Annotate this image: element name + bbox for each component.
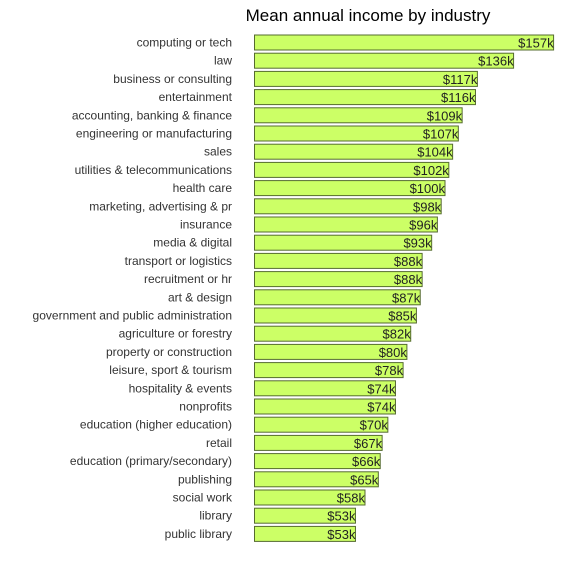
bar xyxy=(254,525,356,542)
chart-title: Mean annual income by industry xyxy=(245,6,491,25)
value-label: $88k xyxy=(394,254,423,269)
category-label: social work xyxy=(173,491,233,505)
value-label: $157k xyxy=(518,36,554,51)
value-label: $136k xyxy=(478,54,514,69)
value-label: $109k xyxy=(427,108,463,123)
bar xyxy=(254,70,478,87)
bar xyxy=(254,252,423,269)
value-label: $88k xyxy=(394,272,423,287)
bar xyxy=(254,471,379,488)
category-label: agriculture or forestry xyxy=(119,327,232,341)
value-label: $104k xyxy=(417,145,453,160)
category-label: business or consulting xyxy=(113,72,232,86)
category-label: sales xyxy=(204,145,232,159)
category-label: transport or logistics xyxy=(125,254,232,268)
bar xyxy=(254,325,412,342)
bar xyxy=(254,416,389,433)
bar xyxy=(254,271,423,288)
value-label: $98k xyxy=(413,199,442,214)
category-label: public library xyxy=(165,527,232,541)
value-label: $82k xyxy=(383,327,412,342)
category-label: nonprofits xyxy=(179,400,232,414)
value-label: $78k xyxy=(375,363,404,378)
value-label: $107k xyxy=(423,127,459,142)
bar xyxy=(254,216,438,233)
bar xyxy=(254,489,366,506)
value-label: $117k xyxy=(443,72,478,87)
value-label: $66k xyxy=(352,454,381,469)
bar xyxy=(254,198,442,215)
value-label: $53k xyxy=(327,527,356,542)
value-label: $87k xyxy=(392,290,421,305)
category-label: law xyxy=(214,54,232,68)
category-label: library xyxy=(199,509,232,523)
value-label: $70k xyxy=(360,418,389,433)
value-label: $74k xyxy=(367,381,396,396)
bar xyxy=(254,89,476,106)
bar xyxy=(254,34,555,51)
bar xyxy=(254,380,396,397)
category-label: property or construction xyxy=(106,345,232,359)
category-label: publishing xyxy=(178,472,232,486)
bars-layer: computing or tech $157k law $136k business o… xyxy=(33,34,555,542)
bar xyxy=(254,289,421,306)
value-label: $100k xyxy=(410,181,446,196)
bar xyxy=(254,507,356,524)
bar xyxy=(254,362,404,379)
value-label: $58k xyxy=(337,491,366,506)
value-label: $102k xyxy=(413,163,449,178)
category-label: accounting, banking & finance xyxy=(72,108,232,122)
category-label: government and public administration xyxy=(33,309,232,323)
category-label: recruitment or hr xyxy=(144,272,232,286)
category-label: health care xyxy=(173,181,233,195)
category-label: utilities & telecommunications xyxy=(75,163,232,177)
category-label: media & digital xyxy=(153,236,232,250)
value-label: $93k xyxy=(403,236,432,251)
value-label: $80k xyxy=(379,345,408,360)
bar xyxy=(254,107,463,124)
bar xyxy=(254,52,515,69)
category-label: education (primary/secondary) xyxy=(70,454,232,468)
bar xyxy=(254,125,459,142)
value-label: $85k xyxy=(388,309,417,324)
bar xyxy=(254,161,450,178)
category-label: retail xyxy=(206,436,232,450)
bar xyxy=(254,234,433,251)
value-label: $67k xyxy=(354,436,383,451)
value-label: $96k xyxy=(409,218,438,233)
bar xyxy=(254,143,454,160)
bar xyxy=(254,180,446,197)
category-label: entertainment xyxy=(159,90,233,104)
bar xyxy=(254,453,381,470)
value-label: $116k xyxy=(441,90,476,105)
value-label: $53k xyxy=(327,509,356,524)
category-label: hospitality & events xyxy=(129,381,232,395)
category-label: computing or tech xyxy=(137,36,232,50)
category-label: engineering or manufacturing xyxy=(76,127,232,141)
bar xyxy=(254,307,417,324)
bar xyxy=(254,434,383,451)
category-label: insurance xyxy=(180,218,232,232)
bar xyxy=(254,398,396,415)
category-label: art & design xyxy=(168,290,232,304)
value-label: $65k xyxy=(350,472,379,487)
category-label: marketing, advertising & pr xyxy=(89,199,232,213)
category-label: education (higher education) xyxy=(80,418,232,432)
category-label: leisure, sport & tourism xyxy=(109,363,232,377)
value-label: $74k xyxy=(367,400,396,415)
bar xyxy=(254,343,408,360)
